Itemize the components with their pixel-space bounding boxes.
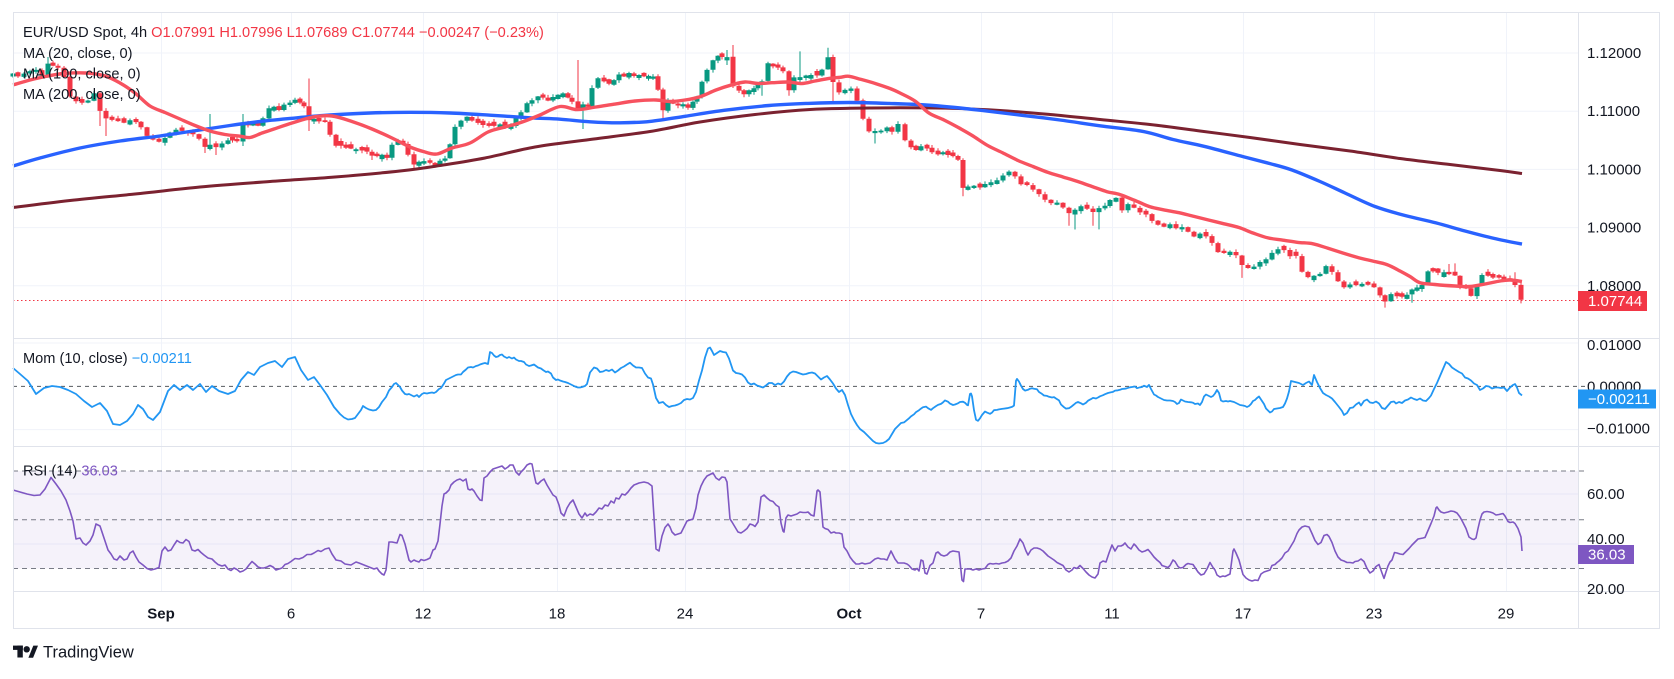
svg-text:6: 6 (287, 606, 295, 623)
svg-text:36.03: 36.03 (1588, 547, 1626, 564)
svg-text:24: 24 (677, 606, 694, 623)
svg-text:1.07744: 1.07744 (1588, 293, 1642, 310)
svg-text:60.00: 60.00 (1587, 486, 1625, 503)
svg-text:RSI (14) 36.03: RSI (14) 36.03 (23, 464, 118, 480)
svg-text:20.00: 20.00 (1587, 581, 1625, 598)
svg-text:23: 23 (1366, 606, 1383, 623)
svg-text:1.10000: 1.10000 (1587, 161, 1641, 178)
svg-text:MA (200, close, 0): MA (200, close, 0) (23, 87, 141, 103)
svg-text:1.11000: 1.11000 (1587, 103, 1640, 120)
svg-text:1.12000: 1.12000 (1587, 45, 1641, 62)
svg-text:29: 29 (1498, 606, 1515, 623)
svg-text:1.09000: 1.09000 (1587, 220, 1641, 237)
svg-text:−0.00211: −0.00211 (1588, 391, 1650, 408)
svg-text:11: 11 (1104, 606, 1120, 623)
svg-text:17: 17 (1235, 606, 1252, 623)
svg-text:Oct: Oct (836, 606, 861, 623)
svg-text:Mom (10, close) −0.00211: Mom (10, close) −0.00211 (23, 351, 192, 367)
svg-text:18: 18 (549, 606, 566, 623)
svg-text:40.00: 40.00 (1587, 531, 1625, 548)
svg-text:12: 12 (415, 606, 432, 623)
svg-text:MA (100, close, 0): MA (100, close, 0) (23, 67, 141, 83)
svg-text:TradingView: TradingView (43, 644, 134, 662)
svg-text:7: 7 (977, 606, 985, 623)
svg-text:Sep: Sep (147, 606, 175, 623)
svg-text:EUR/USD Spot, 4h O1.07991 H1: EUR/USD Spot, 4h O1.07991 H1.07996 L1.07… (23, 25, 544, 41)
svg-text:0.01000: 0.01000 (1587, 337, 1641, 354)
svg-text:MA (20, close, 0): MA (20, close, 0) (23, 46, 133, 62)
svg-text:−0.01000: −0.01000 (1587, 421, 1650, 438)
svg-text:1.08000: 1.08000 (1587, 278, 1641, 295)
